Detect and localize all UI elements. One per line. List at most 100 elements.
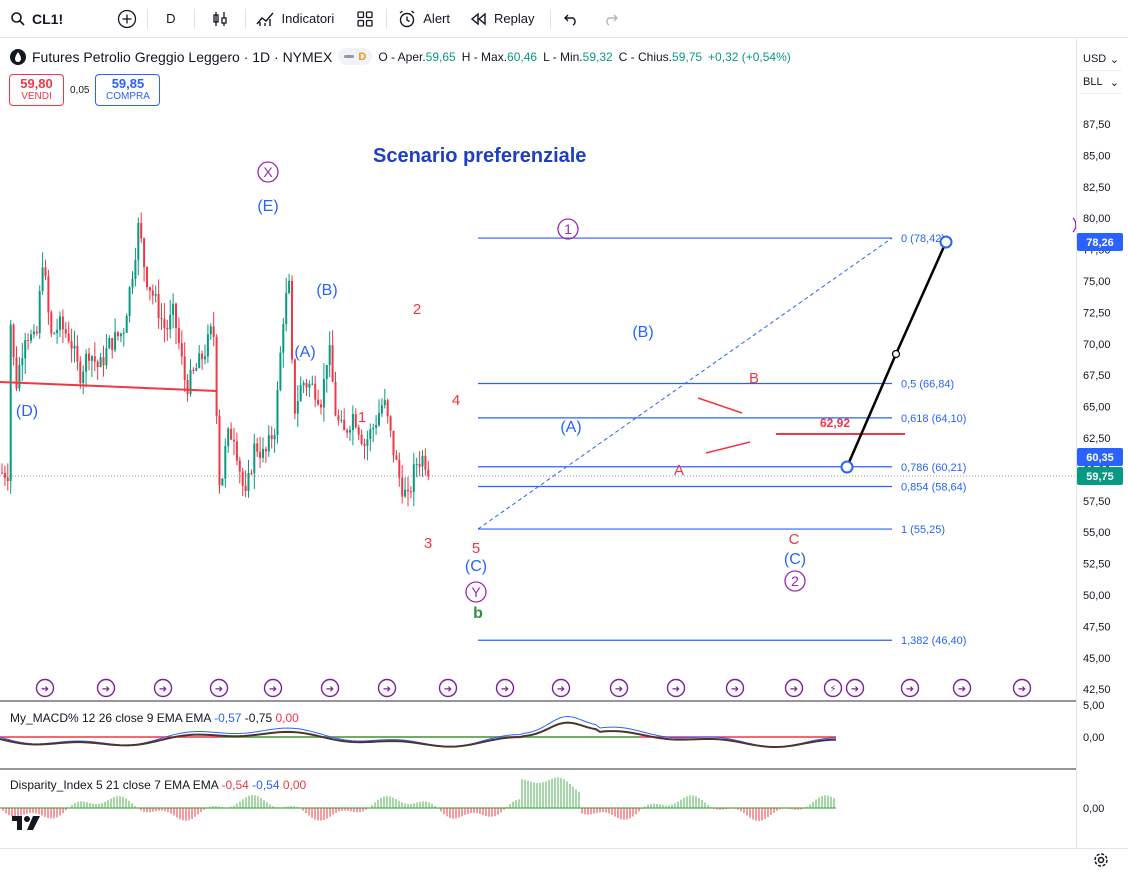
candle-body (401, 477, 404, 497)
gear-icon[interactable] (1092, 851, 1110, 869)
data-status-pill[interactable]: D (338, 48, 373, 65)
candle-body (50, 312, 53, 334)
macd-tick-label: 0,00 (1083, 732, 1104, 744)
event-marker (96, 678, 116, 698)
change-value: +0,32 (+0,54%) (708, 49, 791, 64)
candle-body (238, 460, 241, 472)
candle-body (32, 331, 35, 335)
line-price-badge-bg (1077, 448, 1123, 466)
projection-mid-point (891, 349, 901, 359)
wave-labels: (D) (E) (B) (A) (C) (A) (B) (C) 2 1 4 3 5 B A C X 1 Y 2 b (16, 161, 1077, 622)
add-symbol-button[interactable] (107, 0, 147, 38)
candle-body (427, 469, 430, 477)
redo-button[interactable] (591, 0, 631, 38)
candle-body (346, 430, 349, 433)
price-tick-label: 57,50 (1083, 496, 1111, 508)
undo-button[interactable] (551, 0, 591, 38)
divider (386, 8, 388, 29)
unit-dropdown[interactable]: BLL ⌄ (1080, 71, 1122, 94)
symbol-search[interactable]: CL1! (0, 0, 73, 38)
candle-body (134, 260, 137, 279)
divider (193, 8, 195, 29)
wave-label-green: b (473, 605, 483, 622)
search-icon (11, 11, 25, 26)
event-marker (551, 678, 571, 698)
candles-icon (212, 11, 227, 26)
event-marker (377, 678, 397, 698)
fib-trend-line (477, 237, 893, 530)
layouts-button[interactable] (344, 0, 386, 38)
candle-body (415, 464, 418, 466)
indicators-button[interactable]: Indicatori (246, 0, 345, 38)
interval-button[interactable]: D (148, 0, 193, 38)
candle-body (3, 472, 6, 478)
candle-body (212, 326, 215, 337)
candle-body (349, 429, 351, 433)
candle-body (169, 314, 172, 330)
replay-button[interactable]: Replay (460, 0, 544, 38)
low-label: L - Min. (543, 49, 583, 64)
symbol-name: CL1! (32, 10, 64, 27)
event-arrow-icon: ➜ (672, 684, 680, 695)
candle-body (117, 332, 119, 337)
candle-body (163, 318, 166, 328)
event-arrow-icon: ➜ (326, 684, 334, 695)
circled-wave-ring (257, 161, 279, 183)
last-price-badge: 59,75 (1086, 471, 1114, 483)
legend-header: Futures Petrolio Greggio Leggero · 1D · … (10, 48, 791, 65)
wave-label-blue: (D) (16, 403, 38, 420)
candle-body (206, 334, 209, 357)
chevron-down-icon: ⌄ (1109, 53, 1119, 66)
candle-body (273, 434, 276, 440)
candle-body (244, 485, 247, 491)
chart-type-button[interactable] (195, 0, 245, 38)
alert-button[interactable]: Alert (387, 0, 460, 38)
candle-body (198, 353, 201, 368)
disparity-pane: 0,00 (0, 777, 1104, 821)
event-arrow-icon: ➜ (501, 684, 509, 695)
event-markers: ➜ ➜ ➜ ➜ ➜ ➜ ➜ ➜ ➜ ➜ ➜ ➜ ➜ ➜ ⚡ ➜ ➜ ➜ ➜ (35, 678, 1032, 698)
price-axis: 87,5085,0082,5080,0077,5075,0072,5070,00… (1077, 119, 1123, 696)
candle-body (421, 455, 424, 467)
candle-body (354, 414, 357, 428)
circled-wave-ring (784, 570, 806, 592)
candle-body (76, 345, 79, 362)
price-chart[interactable]: 0 (78,42) 0,5 (66,84) 0,618 (64,10) 0,786 (… (0, 38, 1128, 848)
candle-body (317, 399, 320, 405)
wave-label-blue: (B) (632, 324, 653, 341)
candle-body (360, 434, 363, 444)
candle-body (96, 361, 99, 367)
sell-button[interactable]: 59,80 VENDI (9, 74, 64, 106)
target-price-badge: 78,26 (1086, 237, 1114, 249)
candle-body (372, 427, 375, 430)
macd-value-1: -0,57 (214, 711, 242, 725)
wave-label-red: A (674, 462, 684, 479)
chart-title: Futures Petrolio Greggio Leggero · 1D · … (32, 48, 333, 65)
event-marker (495, 678, 515, 698)
event-marker (263, 678, 283, 698)
wave-label-red: 3 (424, 535, 432, 552)
event-marker (320, 678, 340, 698)
event-marker (1012, 678, 1032, 698)
candle-body (256, 443, 259, 452)
candle-body (88, 353, 90, 361)
candle-body (398, 459, 401, 478)
buy-button[interactable]: 59,85 COMPRA (95, 74, 161, 106)
event-arrow-icon: ➜ (159, 684, 167, 695)
candle-body (412, 464, 415, 492)
currency-dropdown[interactable]: USD ⌄ (1080, 48, 1122, 71)
candle-body (79, 361, 82, 384)
candle-body (357, 427, 360, 435)
fib-label: 0,618 (64,10) (901, 413, 966, 425)
disparity-legend[interactable]: Disparity_Index 5 21 close 7 EMA EMA -0,… (10, 778, 306, 792)
macd-legend[interactable]: My_MACD% 12 26 close 9 EMA EMA -0,57 -0,… (10, 711, 299, 725)
chart-title: Scenario preferenziale (373, 145, 586, 167)
candle-body (351, 414, 354, 430)
candle-body (363, 443, 366, 446)
candle-body (67, 333, 70, 342)
fib-label: 0 (78,42) (901, 233, 945, 245)
candle-body (137, 222, 140, 261)
candle-body (119, 333, 122, 337)
candle-body (9, 324, 12, 482)
candle-body (27, 340, 30, 342)
